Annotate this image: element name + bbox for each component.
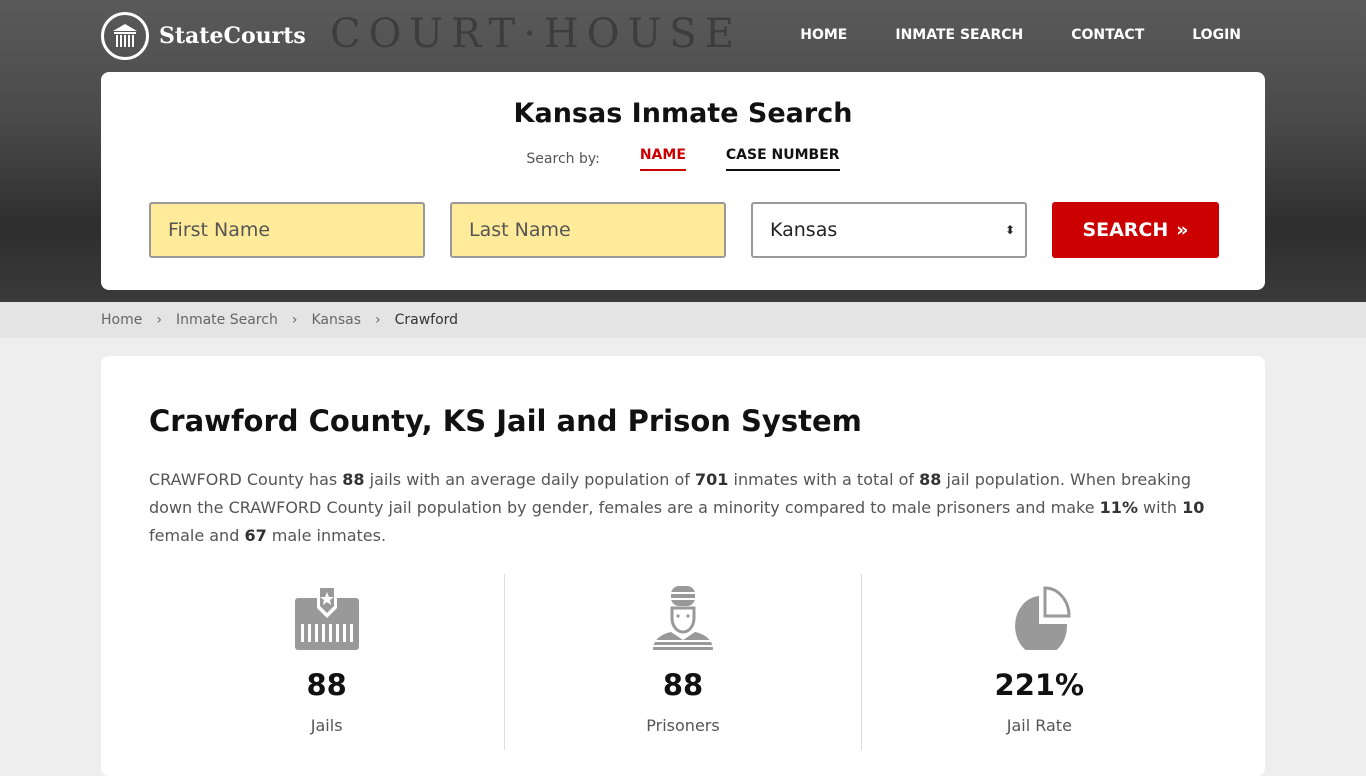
- stat-jails: 88 Jails: [149, 574, 504, 750]
- search-button[interactable]: SEARCH »: [1052, 202, 1219, 258]
- page-title: Crawford County, KS Jail and Prison Syst…: [149, 404, 862, 438]
- last-name-input[interactable]: Last Name: [450, 202, 726, 258]
- summary-paragraph: CRAWFORD County has 88 jails with an ave…: [149, 470, 1205, 545]
- stat-jails-value: 88: [306, 668, 347, 702]
- breadcrumb: Home › Inmate Search › Kansas › Crawford: [0, 302, 1366, 338]
- nav-contact[interactable]: CONTACT: [1071, 27, 1145, 43]
- double-chevron-right-icon: »: [1176, 219, 1189, 241]
- breadcrumb-home[interactable]: Home: [101, 312, 143, 328]
- search-card: Kansas Inmate Search Search by: NAME CAS…: [101, 72, 1265, 290]
- nav-home[interactable]: HOME: [800, 27, 848, 43]
- breadcrumb-crawford: Crawford: [394, 312, 459, 328]
- search-by-label: Search by:: [526, 151, 600, 167]
- main-content: Crawford County, KS Jail and Prison Syst…: [101, 356, 1265, 776]
- hero-banner: COURT·HOUSE StateCourts HOME INMATE SEAR…: [0, 0, 1366, 302]
- chevron-right-icon: ›: [156, 312, 162, 328]
- courthouse-icon: [101, 12, 149, 60]
- select-arrows-icon: ⬍: [1004, 223, 1015, 237]
- state-select[interactable]: Kansas ⬍: [751, 202, 1027, 258]
- breadcrumb-kansas[interactable]: Kansas: [311, 312, 361, 328]
- tab-case-number[interactable]: CASE NUMBER: [725, 147, 840, 171]
- stat-jail-rate: 221% Jail Rate: [860, 574, 1217, 750]
- stat-prisoners: 88 Prisoners: [504, 574, 860, 750]
- tab-name[interactable]: NAME: [639, 147, 686, 171]
- top-nav: HOME INMATE SEARCH CONTACT LOGIN: [800, 27, 1241, 43]
- jail-icon: [294, 586, 359, 650]
- stat-jail-rate-value: 221%: [994, 668, 1085, 702]
- state-select-value: Kansas: [770, 219, 838, 241]
- chevron-right-icon: ›: [291, 312, 298, 328]
- stat-prisoners-label: Prisoners: [646, 716, 720, 735]
- chevron-right-icon: ›: [375, 312, 381, 328]
- hero-background-text: COURT·HOUSE: [330, 11, 742, 57]
- search-button-label: SEARCH: [1082, 219, 1169, 241]
- logo[interactable]: StateCourts: [101, 12, 306, 60]
- nav-login[interactable]: LOGIN: [1192, 27, 1241, 43]
- prisoner-icon: [652, 586, 713, 650]
- stat-jail-rate-label: Jail Rate: [1006, 716, 1072, 735]
- breadcrumb-inmate-search[interactable]: Inmate Search: [175, 312, 278, 328]
- search-title: Kansas Inmate Search: [513, 98, 853, 129]
- stat-prisoners-value: 88: [662, 668, 704, 702]
- pie-chart-icon: [1015, 586, 1071, 656]
- brand-name: StateCourts: [159, 23, 306, 49]
- stat-jails-label: Jails: [310, 716, 343, 735]
- first-name-input[interactable]: First Name: [149, 202, 425, 258]
- nav-inmate-search[interactable]: INMATE SEARCH: [895, 27, 1024, 43]
